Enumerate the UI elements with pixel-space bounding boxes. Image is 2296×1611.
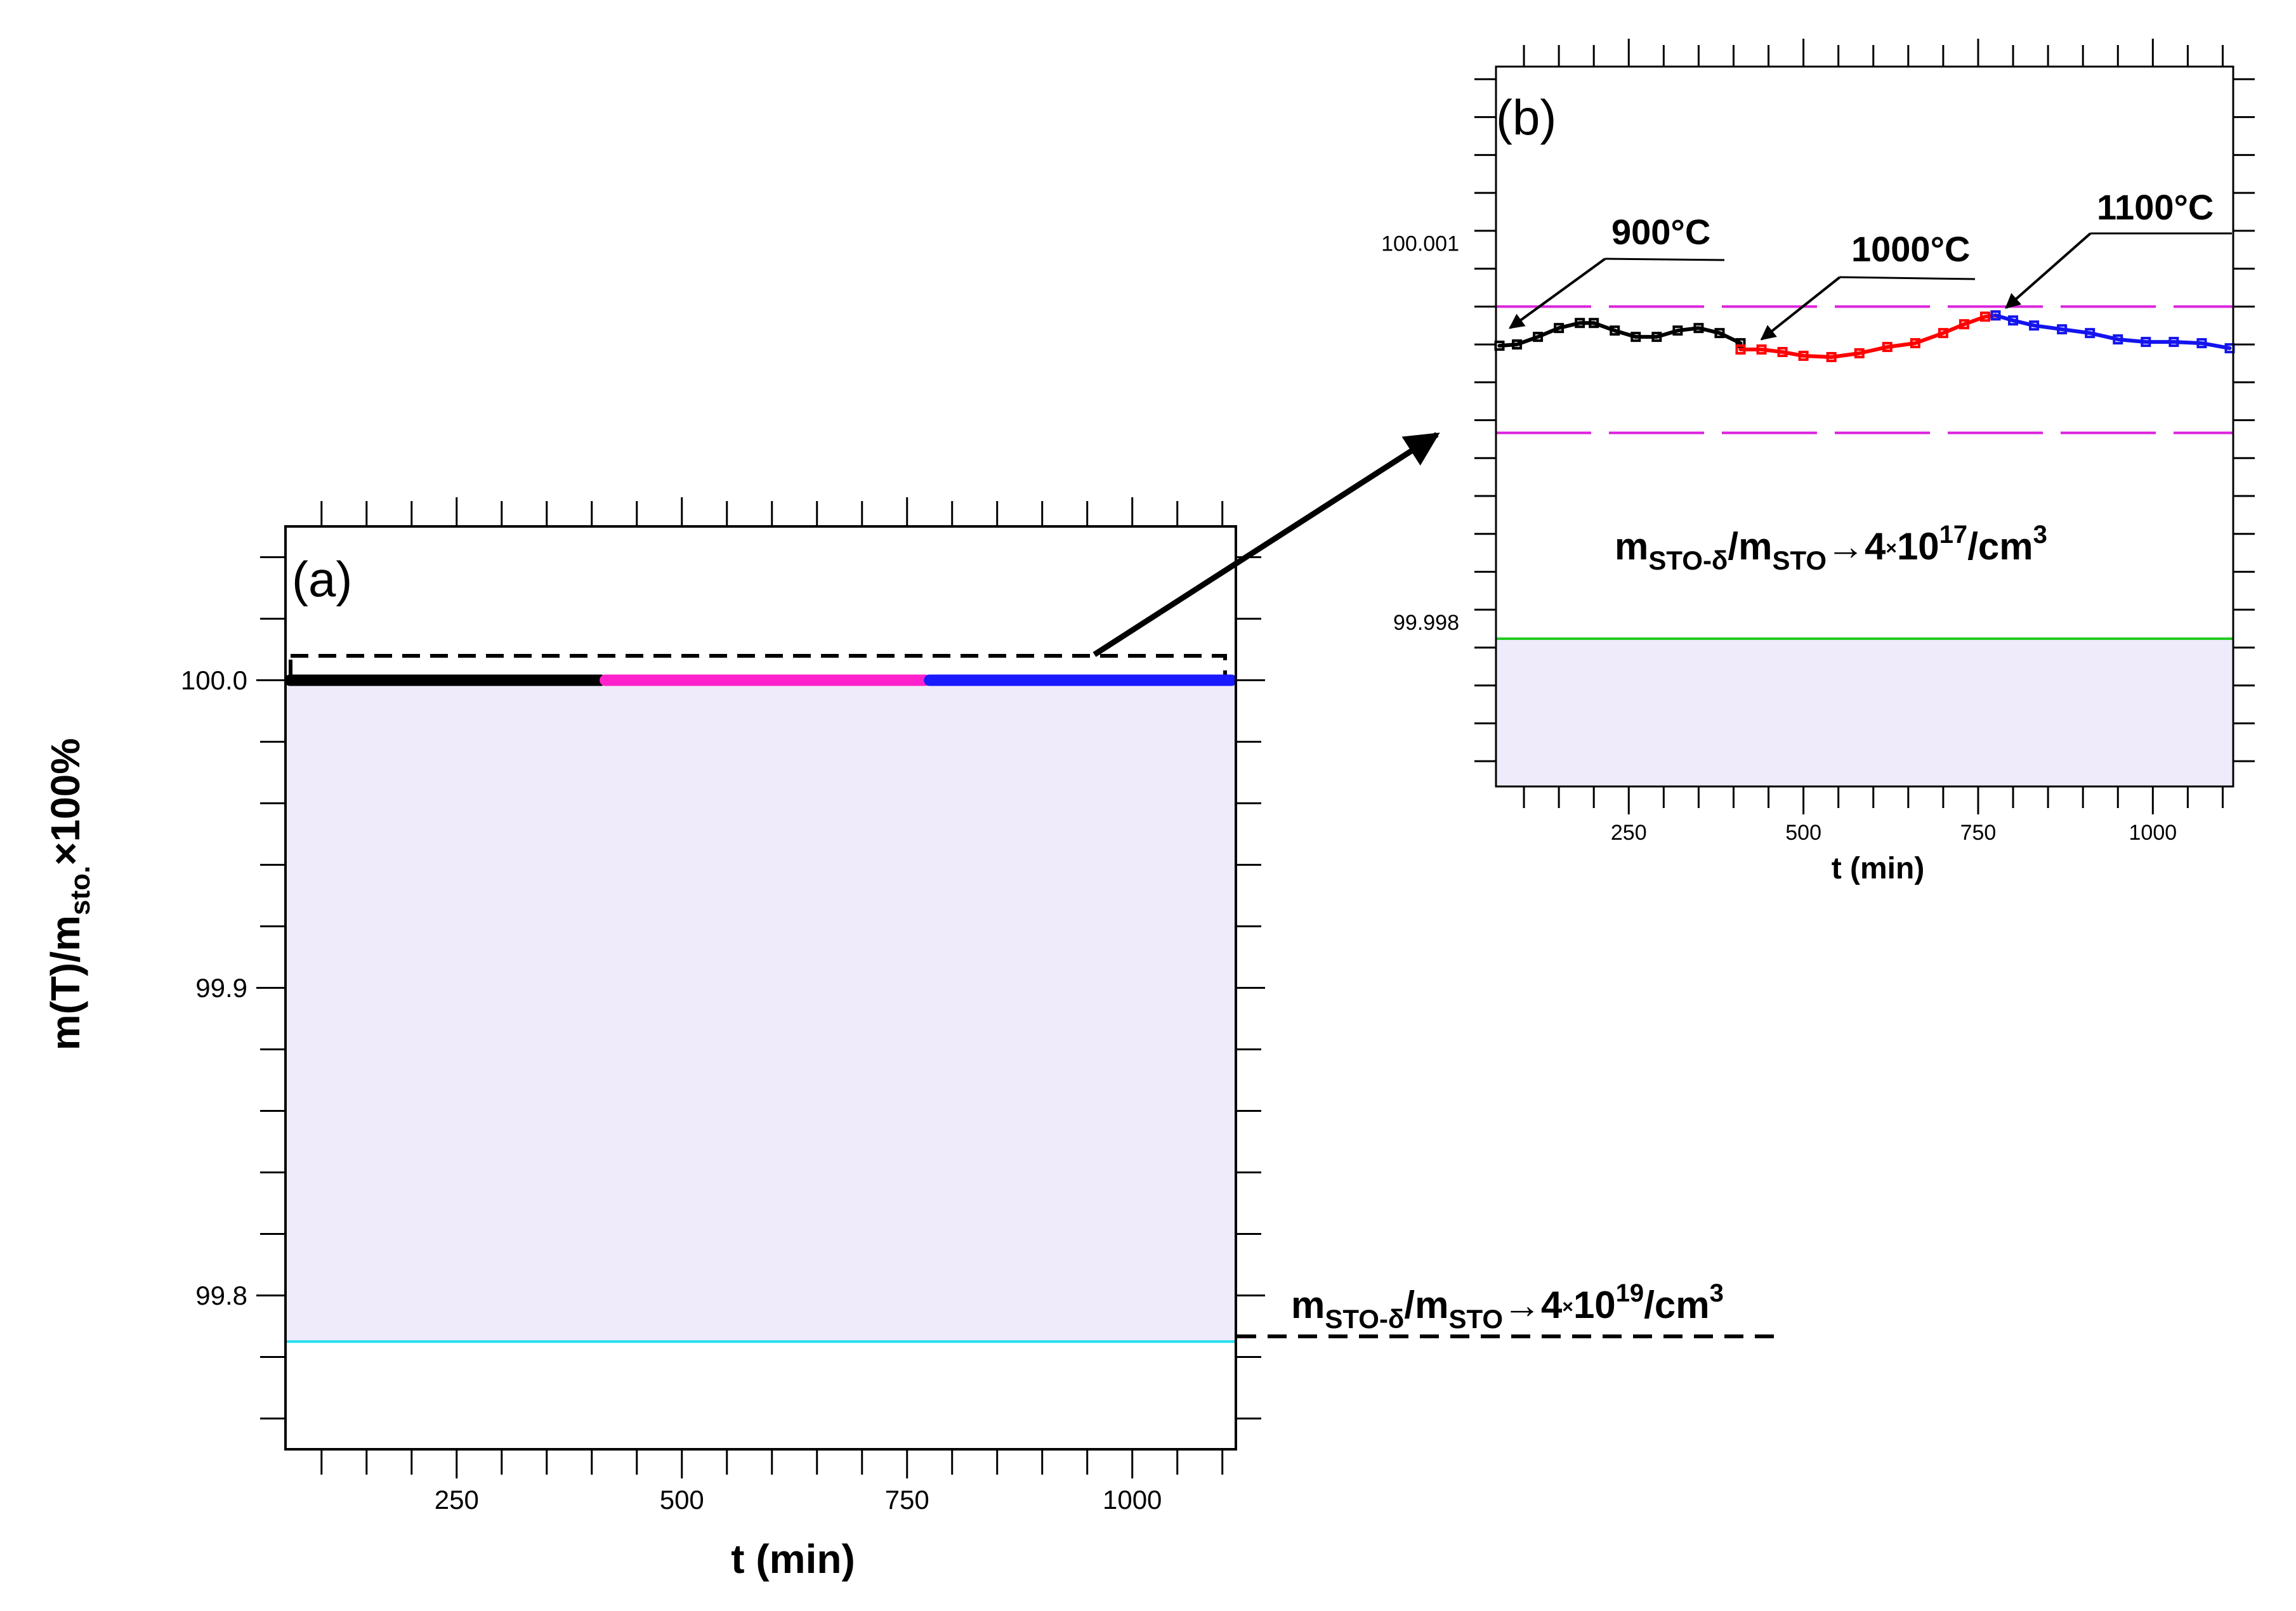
x-tick-label: 250 <box>1611 821 1647 845</box>
series-point <box>1589 318 1599 329</box>
series-point <box>2008 315 2019 326</box>
series-line-3 <box>1993 313 2232 350</box>
series-point <box>2085 328 2096 339</box>
series-point <box>1798 350 1809 361</box>
x-tick-label: 1000 <box>1103 1485 1162 1515</box>
temp-label-1000: 1000°C <box>1851 229 1970 269</box>
panel-a-xlabel: t (min) <box>731 1536 855 1582</box>
series-point <box>1882 342 1893 353</box>
series-point <box>1735 338 1746 349</box>
shaded-region <box>1496 639 2233 786</box>
temp-callout-arrow <box>1509 258 1606 329</box>
temp-label-900: 900°C <box>1611 212 1710 252</box>
temp-label-1100: 1100°C <box>2097 187 2214 227</box>
series-point <box>2029 320 2040 331</box>
y-tick-label: 100.0 <box>181 665 247 695</box>
x-tick-label: 750 <box>1960 821 1997 845</box>
panel-a-annotation: mSTO-δ/mSTO→4×1019/cm3 <box>1291 1279 1724 1334</box>
panel-a-plot: 250 500 750 1000 99.8 99.9 100.0 <box>181 497 1265 1515</box>
temp-callout-arrow <box>2005 232 2092 309</box>
series-point <box>1854 348 1865 359</box>
series-point <box>1512 339 1523 350</box>
x-tick-label: 1000 <box>2129 821 2177 845</box>
series-point <box>1958 319 1969 330</box>
series-point <box>1990 310 2001 321</box>
ylabel-suffix: ×100% <box>43 738 88 866</box>
series-point <box>1735 344 1746 355</box>
series-point <box>2057 324 2068 335</box>
series-point <box>1756 344 1767 355</box>
y-tick-label: 99.9 <box>195 973 247 1003</box>
series-point <box>1979 311 1990 322</box>
x-tick-label: 500 <box>1785 821 1821 845</box>
series-point <box>1714 328 1725 339</box>
series-point <box>1910 338 1920 349</box>
series-point <box>1938 328 1948 339</box>
series-point <box>1533 332 1544 342</box>
svg-text:m(T)/msto.×100%: m(T)/msto.×100% <box>43 738 96 1051</box>
series-point <box>1826 351 1837 362</box>
panel-b-label: (b) <box>1496 89 1556 145</box>
x-tick-label: 250 <box>435 1485 479 1515</box>
series-point <box>1575 318 1585 329</box>
series-point <box>1610 325 1620 336</box>
panel-b-plot: 250 500 750 1000 99.998 100.001 <box>1381 39 2255 845</box>
temp-callout-arrow <box>1760 276 1841 341</box>
series-point <box>1554 323 1565 334</box>
panel-a-label: (a) <box>292 551 352 607</box>
zoom-arrow <box>1092 432 1440 657</box>
series-point <box>1672 325 1683 336</box>
ylabel-sub: sto. <box>65 866 96 915</box>
panel-b-annotation: mSTO-δ/mSTO→4×1017/cm3 <box>1615 521 2047 575</box>
series-point <box>1693 323 1704 334</box>
panel-b-xlabel: t (min) <box>1832 852 1925 885</box>
ylabel-main: m(T)/m <box>43 915 88 1050</box>
shaded-region <box>285 680 1236 1342</box>
series-point <box>1777 347 1788 358</box>
x-tick-label: 750 <box>885 1485 929 1515</box>
temp-callout-underlines <box>1604 232 2232 280</box>
series-point <box>1651 332 1662 342</box>
series-point <box>2168 337 2179 348</box>
series-point <box>2141 337 2151 348</box>
series-point <box>1630 332 1641 342</box>
series-line-1 <box>1497 321 1743 348</box>
series-point <box>2113 334 2123 345</box>
x-tick-label: 500 <box>660 1485 704 1515</box>
y-tick-label: 99.8 <box>195 1281 247 1310</box>
y-tick-label: 100.001 <box>1381 232 1459 256</box>
panel-a-ylabel: m(T)/msto.×100% <box>43 738 96 1051</box>
series-point <box>2196 338 2207 349</box>
y-tick-label: 99.998 <box>1393 611 1459 635</box>
